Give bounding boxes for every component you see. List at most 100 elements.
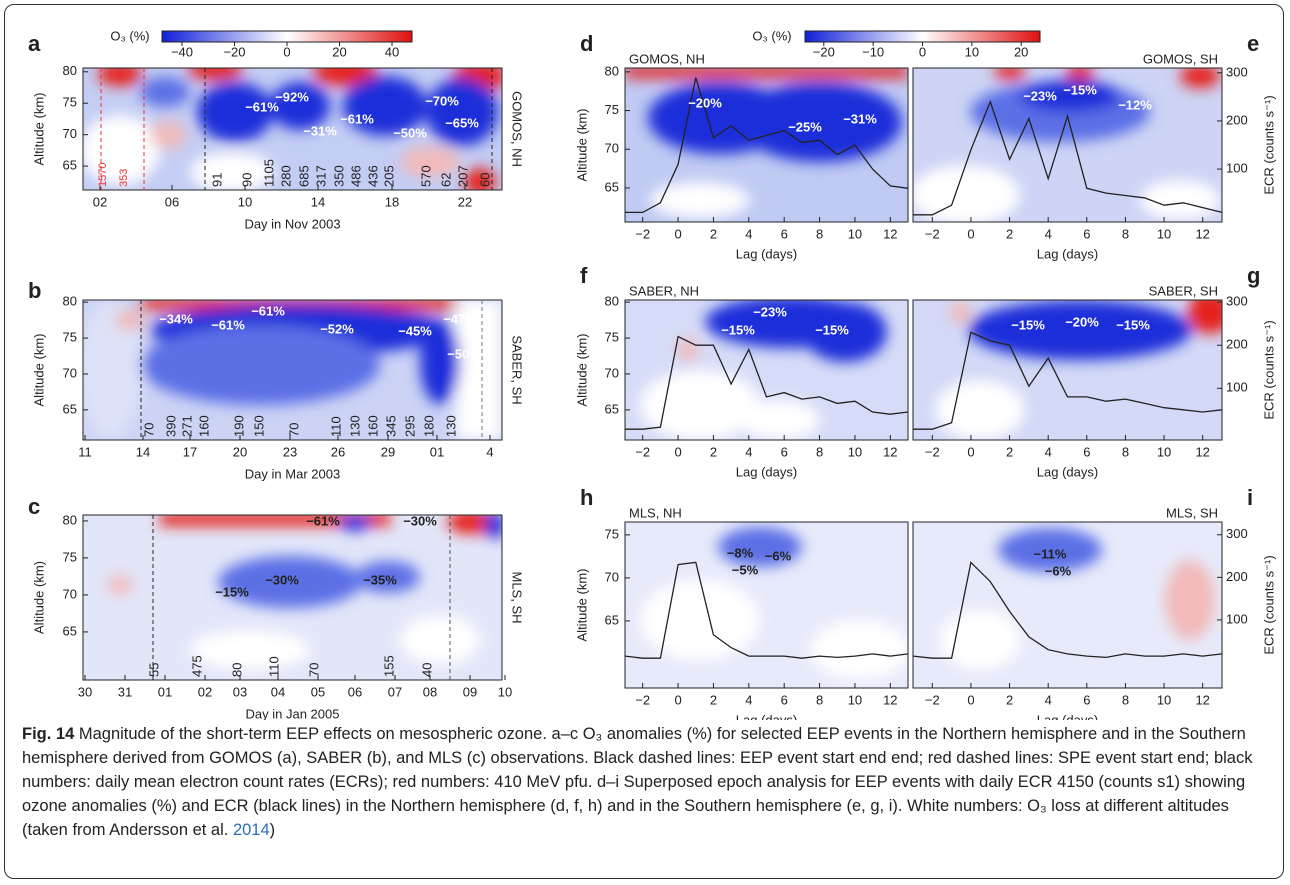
frame [82,514,503,681]
y2-axis-label: ECR (counts s⁻¹) [1261,320,1276,419]
x-axis-label: Lag (days) [736,712,797,720]
x-tick-label: −2 [635,226,650,241]
field-blob [1140,180,1220,220]
field-band [160,515,390,526]
y-axis-label: Altitude (km) [31,561,46,634]
frame [912,67,1223,223]
field-blob [108,575,132,595]
count-label: 160 [196,415,211,437]
field-blob [400,147,460,177]
y-tick-label: 65 [63,401,77,416]
field-blob [83,300,142,440]
x-tick-label: 12 [1195,226,1209,241]
side-label: GOMOS, NH [510,91,525,167]
field-blob [197,82,273,142]
loss-label: −50% [393,125,427,140]
x-tick-label: 4 [1045,444,1052,459]
panel-letter: f [580,263,588,288]
field-blob [420,320,460,404]
x-axis-label: Day in Jan 2005 [246,706,340,720]
x-tick-label: 12 [1195,692,1209,707]
colorbar-tick-label: 20 [332,44,346,59]
ecr-line [913,99,1223,216]
x-tick-label: 2 [710,444,717,459]
panel-letter: c [28,494,40,519]
count-label: 55 [146,663,161,677]
field-band [456,300,502,440]
x-tick-label: 12 [883,444,897,459]
field-blobs [640,300,887,440]
ecr-line [624,561,909,659]
panel-letter: d [580,31,593,56]
y-tick-label: 65 [605,401,619,416]
panel-title: GOMOS, SH [1143,51,1218,66]
y-tick-label: 70 [63,126,77,141]
loss-label: −20% [1065,314,1099,329]
x-tick-label: 8 [1122,226,1129,241]
count-label: 180 [421,415,436,437]
x-tick-label: 30 [78,684,92,699]
spe-label: 353 [118,169,130,187]
field-blob [640,580,760,660]
x-tick-label: 4 [745,444,752,459]
y-tick-label: 75 [605,102,619,117]
spe-label: 1570 [97,163,109,187]
loss-label: −65% [445,115,479,130]
citation-link[interactable]: 2014 [232,821,270,839]
field-blob [803,302,887,362]
loss-label: −25% [788,119,822,134]
loss-label: −61% [211,317,245,332]
y-axis-label: Altitude (km) [31,334,46,407]
contour-field [625,68,908,222]
count-label: 70 [306,663,321,677]
x-tick-label: 11 [78,444,92,459]
panel-title: SABER, NH [629,283,699,298]
loss-label: −61% [251,303,285,318]
y-tick-label: 80 [605,63,619,78]
colorbar-label: O₃ (%) [752,28,791,43]
y-axis-label: Altitude (km) [574,109,589,182]
loss-label: −45% [398,323,432,338]
loss-label: −30% [265,572,299,587]
x-tick-label: 10 [848,692,862,707]
loss-label: −31% [843,111,877,126]
count-label: 40 [419,663,434,677]
y-tick-label: 70 [605,365,619,380]
y-tick-label: 70 [605,141,619,156]
field-band [625,68,908,78]
panel-letter: h [580,485,593,510]
frame [624,67,909,223]
contour-field [913,522,1222,688]
field-blob [1020,80,1120,112]
count-label: 280 [278,165,293,187]
loss-label: −15% [1063,82,1097,97]
y-tick-label: 75 [63,329,77,344]
x-tick-label: 05 [311,684,325,699]
side-label: SABER, SH [510,335,525,404]
x-tick-label: 0 [674,692,681,707]
field-blob [98,68,142,86]
x-tick-label: 22 [458,194,472,209]
colorbar-tick-label: −40 [171,44,193,59]
field-blob [1180,68,1220,88]
field-blob [994,68,1026,80]
count-label: 205 [381,165,396,187]
y2-tick-label: 100 [1226,161,1248,176]
x-axis-label: Day in Nov 2003 [244,216,340,231]
loss-label: −15% [215,584,249,599]
field-blob [426,78,498,146]
field-blob [998,528,1102,572]
count-label: 475 [189,655,204,677]
loss-label: −70% [425,93,459,108]
y-tick-label: 75 [605,526,619,541]
x-tick-label: 8 [1122,692,1129,707]
panel-letter: e [1247,31,1259,56]
loss-label: −6% [1045,563,1072,578]
caption: Fig. 14 Magnitude of the short-term EEP … [22,722,1272,842]
contour-field [83,300,502,440]
contour-field [83,68,502,190]
y-axis-label: Altitude (km) [31,93,46,166]
count-label: 110 [328,416,343,437]
count-label: 317 [313,165,328,187]
x-tick-label: 08 [423,684,437,699]
